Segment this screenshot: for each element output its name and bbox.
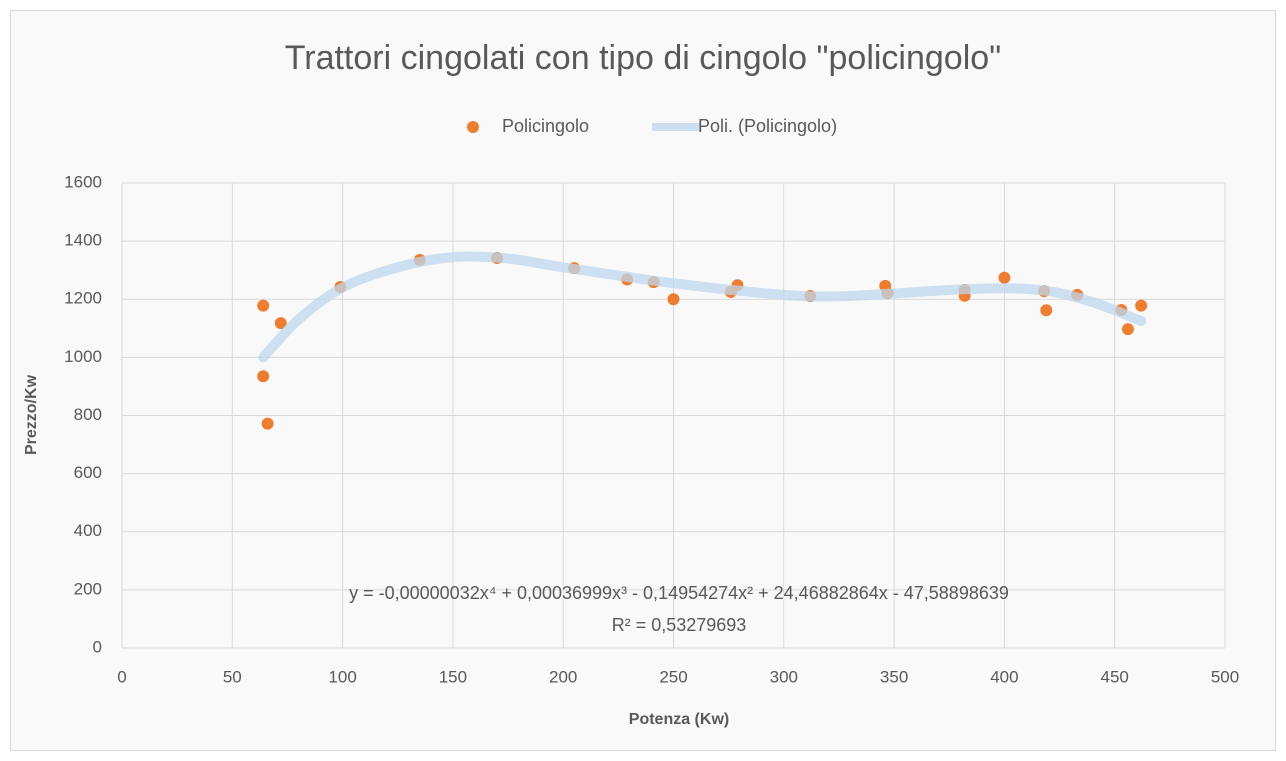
equation: y = -0,00000032x⁴ + 0,00036999x³ - 0,149… — [349, 583, 1009, 603]
point — [1040, 304, 1053, 317]
x-tick-label: 400 — [990, 667, 1018, 686]
y-tick-label: 600 — [74, 463, 102, 482]
point — [274, 317, 287, 330]
y-tick-label: 1200 — [64, 289, 102, 308]
y-tick-label: 0 — [93, 637, 102, 656]
point — [257, 370, 270, 383]
point — [667, 293, 680, 306]
legend-swatch — [467, 121, 479, 133]
point — [1135, 299, 1148, 312]
x-tick-label: 200 — [549, 667, 577, 686]
x-axis-title: Potenza (Kw) — [629, 711, 729, 728]
x-tick-label: 100 — [328, 667, 356, 686]
y-axis-title: Prezzo/Kw — [23, 374, 40, 455]
x-tick-label: 450 — [1101, 667, 1129, 686]
x-tick-label: 250 — [659, 667, 687, 686]
point — [998, 271, 1011, 284]
chart-frame — [10, 10, 1276, 751]
x-tick-label: 150 — [439, 667, 467, 686]
chart-title: Trattori cingolati con tipo di cingolo "… — [285, 39, 1002, 77]
y-tick-label: 800 — [74, 405, 102, 424]
x-tick-label: 500 — [1211, 667, 1239, 686]
y-tick-label: 200 — [74, 579, 102, 598]
y-tick-label: 1400 — [64, 231, 102, 250]
legend-label: Poli. (Policingolo) — [698, 116, 837, 136]
trendline — [258, 251, 1147, 363]
point — [1121, 323, 1134, 336]
plot — [257, 251, 1148, 430]
x-tick-label: 300 — [770, 667, 798, 686]
legend-label: Policingolo — [502, 116, 589, 136]
point — [261, 417, 274, 430]
y-tick-label: 1000 — [64, 347, 102, 366]
y-tick-label: 400 — [74, 521, 102, 540]
r-squared: R² = 0,53279693 — [612, 615, 747, 635]
point — [257, 299, 270, 312]
y-tick-label: 1600 — [64, 172, 102, 191]
x-tick-label: 0 — [117, 667, 126, 686]
grid — [121, 182, 1226, 649]
x-tick-label: 350 — [880, 667, 908, 686]
x-tick-label: 50 — [223, 667, 242, 686]
